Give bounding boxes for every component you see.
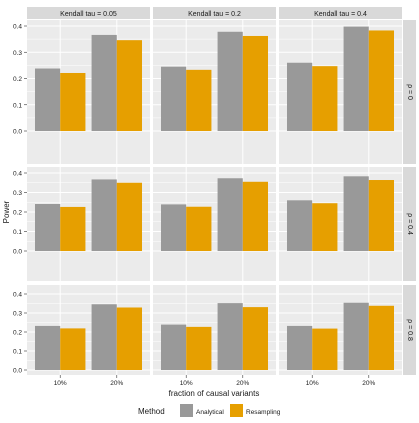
y-tick-label: 0.1 [13, 229, 22, 236]
y-tick-label: 0.3 [13, 190, 22, 197]
bar-analytical [91, 179, 117, 251]
x-axis-title: fraction of causal variants [169, 389, 260, 398]
legend-title: Method [138, 407, 165, 416]
x-tick-label: 10% [54, 380, 67, 387]
bar-analytical [160, 324, 187, 370]
y-tick-label: 0.3 [13, 50, 22, 57]
bar-resampling [312, 328, 338, 370]
bar-analytical [34, 204, 61, 251]
column-strip [153, 7, 276, 19]
y-tick-label: 0.2 [13, 210, 22, 217]
bar-resampling [368, 30, 395, 131]
row-strip [403, 167, 416, 281]
bar-analytical [160, 204, 187, 251]
y-tick-label: 0.4 [13, 292, 22, 299]
bar-resampling [186, 69, 212, 131]
legend-swatch-resampling [230, 404, 243, 417]
x-tick-label: 20% [236, 380, 249, 387]
y-tick-label: 0.0 [13, 249, 22, 256]
bar-resampling [368, 305, 395, 370]
y-tick-label: 0.1 [13, 102, 22, 109]
bar-analytical [343, 302, 369, 370]
bar-analytical [217, 31, 243, 131]
row-strip-label: ρ = 0.8 [406, 319, 413, 341]
bar-analytical [91, 34, 117, 131]
column-strip-label: Kendall tau = 0.4 [314, 11, 367, 18]
column-strip-label: Kendall tau = 0.2 [188, 11, 241, 18]
bar-analytical [34, 68, 61, 131]
row-strip [403, 285, 416, 375]
legend-label-resampling: Resampling [246, 409, 281, 416]
column-strip-label: Kendall tau = 0.05 [60, 11, 117, 18]
y-tick-label: 0.2 [13, 76, 22, 83]
y-tick-label: 0.3 [13, 311, 22, 318]
y-tick-label: 0.2 [13, 330, 22, 337]
bar-analytical [217, 303, 243, 370]
x-tick-label: 10% [306, 380, 319, 387]
column-strip [279, 7, 402, 19]
y-tick-label: 0.4 [13, 24, 22, 31]
bar-resampling [116, 182, 143, 251]
column-strip [27, 7, 150, 19]
bar-resampling [186, 206, 212, 251]
bar-resampling [242, 307, 269, 370]
bar-resampling [368, 180, 395, 251]
y-tick-label: 0.0 [13, 129, 22, 136]
y-axis-title: Power [2, 200, 11, 223]
y-tick-label: 0.1 [13, 349, 22, 356]
bar-resampling [312, 66, 338, 131]
bar-resampling [60, 328, 86, 370]
y-tick-label: 0.0 [13, 368, 22, 375]
bar-analytical [286, 200, 313, 251]
bar-resampling [312, 203, 338, 251]
x-tick-label: 10% [180, 380, 193, 387]
bar-resampling [116, 40, 143, 131]
legend-swatch-analytical [180, 404, 193, 417]
bar-resampling [60, 72, 86, 131]
row-strip [403, 20, 416, 164]
bar-analytical [343, 26, 369, 131]
y-tick-label: 0.4 [13, 171, 22, 178]
x-tick-label: 20% [362, 380, 375, 387]
bar-analytical [286, 62, 313, 131]
bar-analytical [217, 178, 243, 251]
bar-analytical [343, 176, 369, 251]
bar-resampling [242, 181, 269, 251]
bar-analytical [160, 66, 187, 131]
bar-analytical [91, 304, 117, 370]
bar-resampling [60, 206, 86, 251]
bar-resampling [186, 326, 212, 370]
bar-analytical [286, 325, 313, 370]
x-tick-label: 20% [110, 380, 123, 387]
row-strip-label: ρ = 0.4 [406, 213, 413, 235]
legend-label-analytical: Analytical [196, 409, 224, 416]
bar-resampling [116, 307, 143, 370]
bar-analytical [34, 325, 61, 370]
bar-resampling [242, 35, 269, 131]
row-strip-label: ρ = 0 [406, 84, 413, 100]
